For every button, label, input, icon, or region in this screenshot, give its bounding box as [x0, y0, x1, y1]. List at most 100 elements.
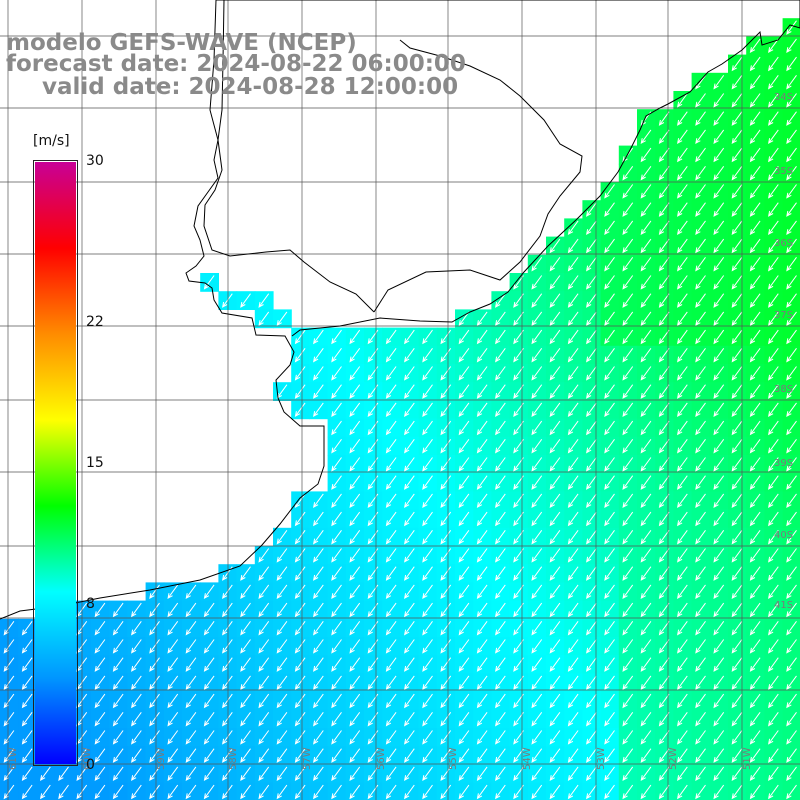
wind-arrow: [276, 693, 288, 709]
wind-arrow: [294, 530, 306, 545]
wind-arrow: [58, 766, 69, 782]
wind-arrow: [294, 602, 306, 618]
wind-arrow: [458, 730, 470, 745]
wind-arrow: [203, 621, 215, 636]
wind-arrow: [476, 602, 488, 618]
wind-arrow: [713, 766, 725, 782]
wind-arrow: [313, 639, 324, 654]
wind-arrow: [458, 475, 470, 490]
wind-arrow: [640, 566, 652, 581]
wind-arrow: [713, 257, 725, 272]
wind-arrow: [640, 602, 652, 618]
wind-arrow: [385, 475, 397, 490]
wind-arrow: [549, 366, 561, 381]
wind-arrow: [713, 420, 725, 436]
wind-arrow: [240, 766, 251, 782]
wind-arrow: [731, 184, 743, 199]
wind-arrow: [422, 530, 433, 545]
wind-arrow: [476, 712, 488, 727]
wind-arrow: [768, 275, 779, 290]
wind-arrow: [586, 730, 597, 745]
wind-arrow: [476, 348, 488, 363]
wind-arrow: [604, 657, 615, 672]
wind-arrow: [731, 329, 743, 345]
wind-arrow: [458, 348, 470, 363]
wind-arrow: [167, 748, 179, 763]
wind-arrow: [21, 639, 33, 654]
wind-arrow: [786, 238, 797, 254]
wind-arrow: [440, 693, 452, 709]
wind-arrow: [476, 311, 488, 327]
wind-arrow: [713, 675, 725, 691]
wind-arrow: [440, 348, 452, 363]
wind-arrow: [749, 439, 761, 454]
wind-arrow: [768, 420, 779, 436]
wind-arrow: [677, 475, 688, 490]
wind-arrow: [112, 693, 124, 709]
wind-arrow: [749, 784, 761, 800]
wind-arrow: [622, 202, 634, 217]
wind-arrow: [677, 511, 688, 527]
wind-arrow: [112, 621, 124, 636]
wind-arrow: [531, 402, 543, 418]
wind-arrow: [476, 366, 488, 381]
wind-arrow: [549, 257, 561, 272]
wind-arrow: [440, 712, 452, 727]
wind-arrow: [385, 548, 397, 563]
wind-arrow: [622, 493, 634, 509]
wind-arrow: [21, 784, 33, 800]
wind-arrow: [749, 420, 761, 436]
wind-arrow: [185, 730, 197, 745]
wind-arrow: [549, 566, 561, 581]
wind-arrow: [749, 748, 761, 763]
wind-arrow: [276, 602, 288, 618]
colorbar-unit: [m/s]: [33, 133, 70, 149]
wind-arrow: [112, 766, 124, 782]
wind-arrow: [258, 748, 270, 763]
wind-arrow: [768, 493, 779, 509]
wind-arrow: [622, 766, 634, 782]
wind-arrow: [658, 475, 670, 490]
wind-arrow: [531, 439, 543, 454]
wind-arrow: [604, 730, 615, 745]
wind-arrow: [331, 493, 342, 509]
wind-arrow: [677, 166, 688, 181]
wind-arrow: [695, 348, 706, 363]
wind-arrow: [622, 366, 634, 381]
wind-arrow: [567, 384, 579, 399]
wind-arrow: [458, 693, 470, 709]
wind-arrow: [276, 657, 288, 672]
wind-arrow: [749, 584, 761, 600]
wind-arrow: [458, 311, 470, 327]
wind-arrow: [495, 530, 506, 545]
wind-arrow: [749, 202, 761, 217]
wind-arrow: [313, 348, 324, 363]
wind-arrow: [476, 384, 488, 399]
wind-arrow: [531, 475, 543, 490]
wind-arrow: [531, 384, 543, 399]
wind-arrow: [404, 657, 415, 672]
wind-arrow: [786, 566, 797, 581]
wind-arrow: [3, 766, 15, 782]
wind-arrow: [331, 402, 342, 418]
wind-arrow: [586, 475, 597, 490]
wind-arrow: [604, 402, 615, 418]
wind-arrow: [640, 493, 652, 509]
wind-arrow: [385, 420, 397, 436]
wind-arrow: [768, 621, 779, 636]
wind-arrow: [731, 402, 743, 418]
wind-arrow: [695, 257, 706, 272]
wind-arrow: [786, 493, 797, 509]
wind-arrow: [349, 348, 361, 363]
wind-arrow: [658, 584, 670, 600]
wind-arrow: [586, 712, 597, 727]
wind-arrow: [258, 602, 270, 618]
wind-arrow: [258, 293, 270, 308]
longitude-label: 61W: [8, 747, 19, 770]
wind-arrow: [786, 311, 797, 327]
wind-arrow: [786, 402, 797, 418]
wind-arrow: [713, 166, 725, 181]
wind-arrow: [731, 621, 743, 636]
wind-arrow: [658, 748, 670, 763]
wind-arrow: [768, 693, 779, 709]
